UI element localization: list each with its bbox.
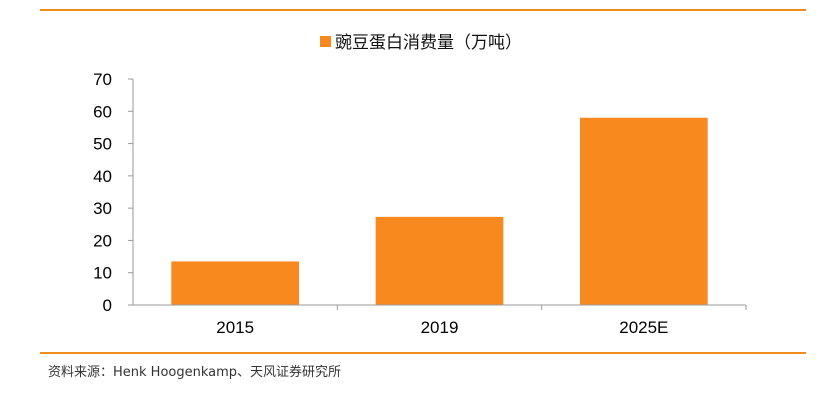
y-axis: 0 10 20 30 40 50 60 70 xyxy=(93,70,134,315)
source-note: 资料来源：Henk Hoogenkamp、天风证券研究所 xyxy=(48,365,342,380)
bar-2015 xyxy=(171,261,300,305)
bar-2019 xyxy=(375,216,504,305)
y-tick-label: 30 xyxy=(93,199,112,218)
x-tick-label: 2025E xyxy=(619,318,668,337)
bar-2025e xyxy=(579,117,708,305)
x-tick-label: 2015 xyxy=(216,318,254,337)
y-tick-label: 60 xyxy=(93,102,112,121)
x-axis: 2015 2019 2025E xyxy=(133,304,747,337)
legend-swatch xyxy=(320,36,331,47)
y-tick-label: 0 xyxy=(103,296,112,315)
y-tick-label: 40 xyxy=(93,167,112,186)
bars xyxy=(171,117,708,305)
x-tick-label: 2019 xyxy=(421,318,459,337)
bottom-rule xyxy=(40,352,806,354)
legend-label: 豌豆蛋白消费量（万吨） xyxy=(335,33,522,53)
y-tick-label: 50 xyxy=(93,135,112,154)
y-tick-label: 10 xyxy=(93,264,112,283)
bar-chart: 豌豆蛋白消费量（万吨） 0 10 20 30 40 50 60 70 2015 2019 2025… xyxy=(93,33,747,337)
top-rule xyxy=(40,9,806,11)
y-tick-label: 20 xyxy=(93,231,112,250)
legend: 豌豆蛋白消费量（万吨） xyxy=(320,33,522,53)
y-tick-label: 70 xyxy=(93,70,112,89)
